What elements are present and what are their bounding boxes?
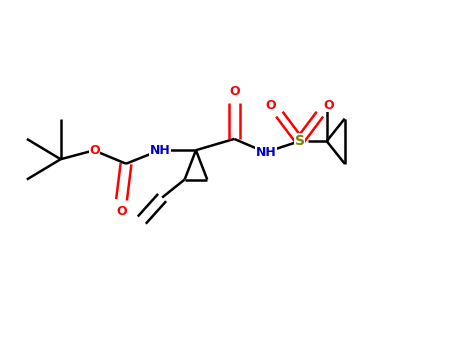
- Text: S: S: [295, 134, 305, 148]
- Text: O: O: [89, 144, 100, 157]
- Text: O: O: [229, 85, 240, 98]
- Text: O: O: [324, 99, 334, 112]
- Text: NH: NH: [255, 146, 276, 159]
- Text: NH: NH: [150, 144, 170, 157]
- Text: O: O: [265, 99, 276, 112]
- Text: O: O: [116, 205, 127, 218]
